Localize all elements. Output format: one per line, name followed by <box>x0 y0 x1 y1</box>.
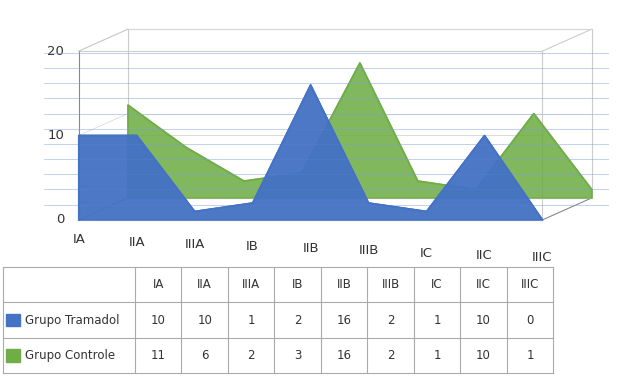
Text: 1: 1 <box>247 314 255 326</box>
Text: IB: IB <box>246 240 259 253</box>
Text: 20: 20 <box>47 45 64 57</box>
Text: Grupo Controle: Grupo Controle <box>25 349 116 362</box>
Text: IIIA: IIIA <box>242 278 260 291</box>
Bar <box>6 350 20 362</box>
Text: IIB: IIB <box>302 242 319 255</box>
Text: 6: 6 <box>201 349 208 362</box>
Text: 2: 2 <box>387 349 394 362</box>
Text: 16: 16 <box>337 349 352 362</box>
Text: 10: 10 <box>197 314 212 326</box>
Text: IIIC: IIIC <box>521 278 539 291</box>
Bar <box>6 314 20 326</box>
Text: IA: IA <box>153 278 164 291</box>
Text: IIIC: IIIC <box>533 251 553 264</box>
Text: 10: 10 <box>476 314 491 326</box>
Text: 2: 2 <box>387 314 394 326</box>
Text: IC: IC <box>420 247 433 260</box>
Polygon shape <box>78 85 543 220</box>
Text: IIA: IIA <box>197 278 212 291</box>
Text: 3: 3 <box>294 349 301 362</box>
Text: 1: 1 <box>433 349 441 362</box>
Text: IIA: IIA <box>128 235 145 249</box>
Text: 2: 2 <box>247 349 255 362</box>
Text: 11: 11 <box>151 349 166 362</box>
Text: 1: 1 <box>526 349 534 362</box>
Text: IIIB: IIIB <box>359 244 379 257</box>
Text: 10: 10 <box>47 129 64 142</box>
Polygon shape <box>128 63 592 198</box>
Text: 1: 1 <box>433 314 441 326</box>
Text: IIC: IIC <box>476 249 493 262</box>
Text: IC: IC <box>431 278 443 291</box>
Text: 10: 10 <box>476 349 491 362</box>
Text: IA: IA <box>72 233 85 246</box>
Text: IIIA: IIIA <box>185 238 205 251</box>
Polygon shape <box>78 85 543 220</box>
Text: Grupo Tramadol: Grupo Tramadol <box>25 314 119 326</box>
Text: 2: 2 <box>294 314 301 326</box>
Text: 0: 0 <box>56 213 64 226</box>
Text: 10: 10 <box>151 314 166 326</box>
Text: IIIB: IIIB <box>381 278 400 291</box>
Text: IB: IB <box>292 278 303 291</box>
Text: IIC: IIC <box>476 278 491 291</box>
Text: 16: 16 <box>337 314 352 326</box>
Text: 0: 0 <box>526 314 534 326</box>
Text: IIB: IIB <box>337 278 352 291</box>
